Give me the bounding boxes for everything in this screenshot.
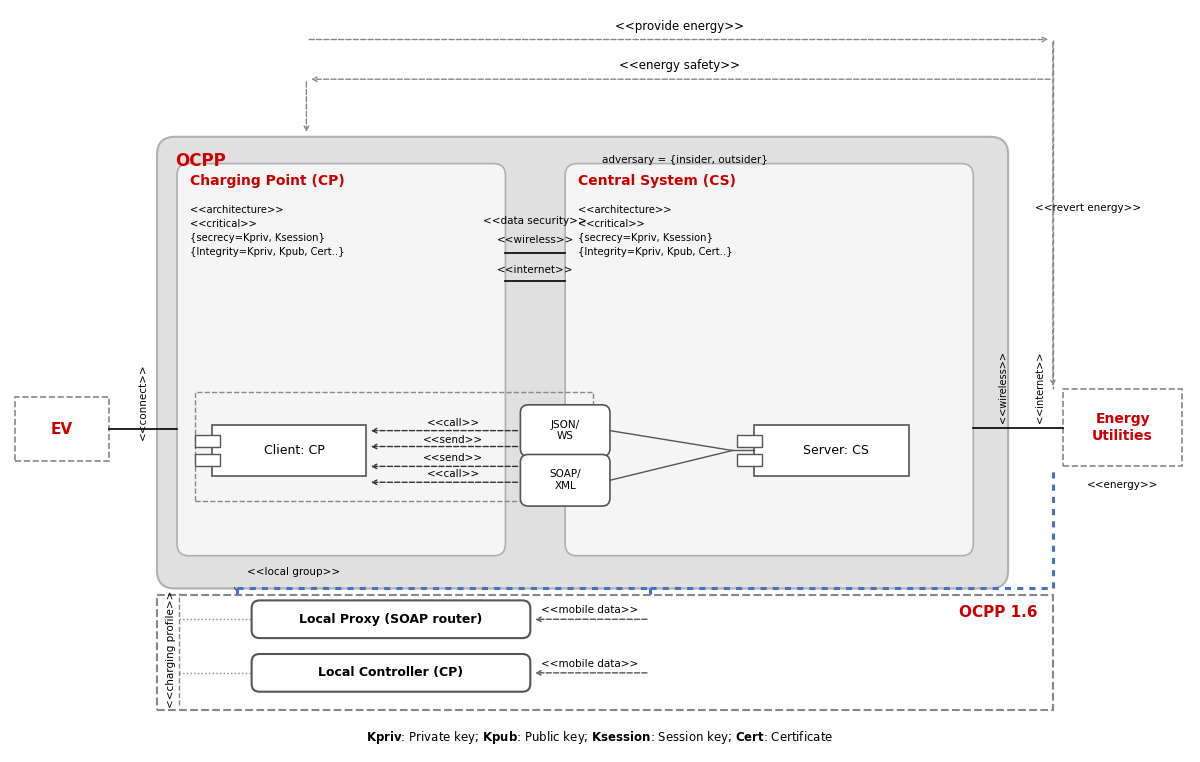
Text: EV: EV xyxy=(50,421,73,437)
FancyBboxPatch shape xyxy=(252,600,530,638)
FancyBboxPatch shape xyxy=(176,164,505,555)
Text: <<connect>>: <<connect>> xyxy=(138,363,148,440)
Text: <<internet>>: <<internet>> xyxy=(1034,351,1045,423)
Text: <<call>>: <<call>> xyxy=(427,418,480,427)
Text: adversary = {insider, outsider}: adversary = {insider, outsider} xyxy=(601,155,768,165)
Bar xyxy=(157,595,1052,709)
Text: JSON/
WS: JSON/ WS xyxy=(551,420,580,441)
Text: <<send>>: <<send>> xyxy=(424,453,484,463)
FancyBboxPatch shape xyxy=(521,405,610,456)
Text: <<local group>>: <<local group>> xyxy=(247,567,340,577)
Bar xyxy=(194,392,593,501)
Text: <<energy safety>>: <<energy safety>> xyxy=(619,59,740,72)
Bar xyxy=(1063,389,1182,466)
FancyBboxPatch shape xyxy=(565,164,973,555)
Text: <<send>>: <<send>> xyxy=(424,434,484,444)
FancyBboxPatch shape xyxy=(521,454,610,506)
Text: <<wireless>>: <<wireless>> xyxy=(497,235,574,245)
Bar xyxy=(14,397,109,462)
Text: Charging Point (CP): Charging Point (CP) xyxy=(190,174,344,187)
Bar xyxy=(737,454,762,466)
Text: Central System (CS): Central System (CS) xyxy=(578,174,736,187)
Text: Energy
Utilities: Energy Utilities xyxy=(1092,412,1153,443)
Text: <<charging profile>>: <<charging profile>> xyxy=(166,591,176,708)
Bar xyxy=(737,434,762,447)
Text: Local Proxy (SOAP router): Local Proxy (SOAP router) xyxy=(299,613,482,626)
Bar xyxy=(194,434,220,447)
Text: <<wireless>>: <<wireless>> xyxy=(998,351,1008,423)
Bar xyxy=(212,424,366,476)
Text: OCPP: OCPP xyxy=(175,152,226,170)
FancyBboxPatch shape xyxy=(252,654,530,692)
Text: <<call>>: <<call>> xyxy=(427,469,480,479)
Text: <<revert energy>>: <<revert energy>> xyxy=(1034,203,1141,213)
Text: $\bf{Kpriv}$: Private key; $\bf{Kpub}$: Public key; $\bf{Ksession}$: Session key: $\bf{Kpriv}$: Private key; $\bf{Kpub}$: … xyxy=(366,729,834,746)
Text: <<architecture>>
<<critical>>
{secrecy=Kpriv, Ksession}
{Integrity=Kpriv, Kpub, : <<architecture>> <<critical>> {secrecy=K… xyxy=(190,205,344,258)
Text: <<mobile data>>: <<mobile data>> xyxy=(541,605,638,615)
Text: <<data security>>: <<data security>> xyxy=(484,216,587,226)
Bar xyxy=(755,424,908,476)
FancyBboxPatch shape xyxy=(157,137,1008,588)
Text: <<energy>>: <<energy>> xyxy=(1087,480,1158,490)
Text: <<architecture>>
<<critical>>
{secrecy=Kpriv, Ksession}
{Integrity=Kpriv, Kpub, : <<architecture>> <<critical>> {secrecy=K… xyxy=(578,205,733,258)
Text: <<internet>>: <<internet>> xyxy=(497,264,574,275)
Text: OCPP 1.6: OCPP 1.6 xyxy=(960,605,1038,620)
Text: Server: CS: Server: CS xyxy=(804,444,869,457)
Text: Client: CP: Client: CP xyxy=(264,444,324,457)
Text: <<provide energy>>: <<provide energy>> xyxy=(616,20,744,33)
Text: SOAP/
XML: SOAP/ XML xyxy=(550,469,581,491)
Bar xyxy=(194,454,220,466)
Text: Local Controller (CP): Local Controller (CP) xyxy=(318,666,463,680)
Text: <<mobile data>>: <<mobile data>> xyxy=(541,659,638,669)
